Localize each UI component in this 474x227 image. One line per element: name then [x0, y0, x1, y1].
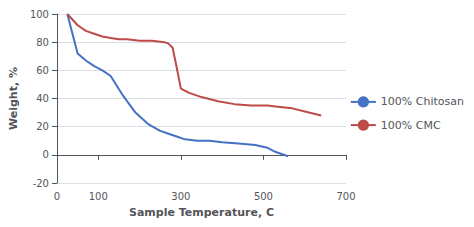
svg-text:700: 700: [336, 191, 355, 202]
svg-text:Sample Temperature, C: Sample Temperature, C: [129, 206, 274, 219]
svg-text:500: 500: [254, 191, 273, 202]
svg-text:100: 100: [30, 9, 49, 20]
svg-text:100: 100: [89, 191, 108, 202]
svg-text:80: 80: [36, 37, 49, 48]
svg-text:0: 0: [54, 191, 60, 202]
svg-text:60: 60: [36, 65, 49, 76]
svg-text:20: 20: [36, 121, 49, 132]
svg-text:100% Chitosan: 100% Chitosan: [381, 95, 464, 108]
svg-text:100% CMC: 100% CMC: [381, 119, 441, 132]
svg-text:40: 40: [36, 93, 49, 104]
svg-text:-20: -20: [33, 178, 49, 189]
svg-text:0: 0: [43, 149, 49, 160]
svg-text:Weight, %: Weight, %: [7, 67, 20, 130]
svg-text:300: 300: [171, 191, 190, 202]
